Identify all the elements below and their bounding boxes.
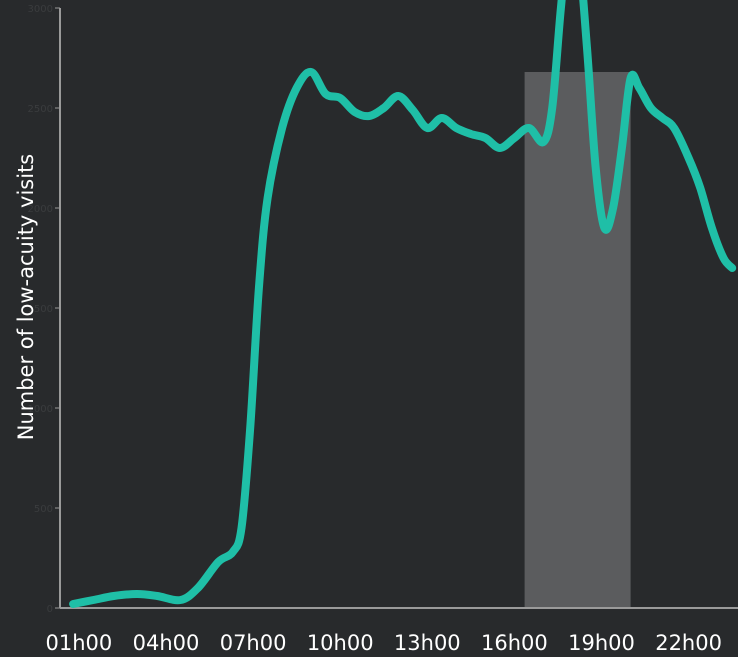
- x-tick-label: 19h00: [568, 631, 635, 655]
- x-tick-label: 22h00: [655, 631, 722, 655]
- x-tick-labels: 01h00 04h00 07h00 10h00 13h00 16h00 19h00 22h00: [46, 631, 722, 655]
- x-tick-label: 10h00: [307, 631, 374, 655]
- series-lines: [69, 0, 737, 608]
- x-tick-label: 04h00: [133, 631, 200, 655]
- y-tick-label: 1500: [28, 304, 53, 315]
- y-tick-label: 2500: [28, 104, 53, 115]
- y-axis-label: Number of low-acuity visits: [14, 154, 38, 441]
- y-tick-label: 3000: [28, 4, 53, 15]
- y-tick-label: 2000: [28, 204, 53, 215]
- series-line: [69, 0, 737, 608]
- y-ticks: 0 500 1000 1500 2000 2500 3000: [28, 4, 60, 615]
- y-tick-label: 500: [34, 504, 53, 515]
- highlight-band: [524, 72, 631, 607]
- x-tick-label: 13h00: [394, 631, 461, 655]
- highlight-band-layer: [524, 72, 631, 607]
- x-tick-label: 07h00: [220, 631, 287, 655]
- y-tick-label: 1000: [28, 404, 53, 415]
- x-tick-label: 01h00: [46, 631, 113, 655]
- y-tick-label: 0: [47, 604, 53, 615]
- x-tick-label: 16h00: [481, 631, 548, 655]
